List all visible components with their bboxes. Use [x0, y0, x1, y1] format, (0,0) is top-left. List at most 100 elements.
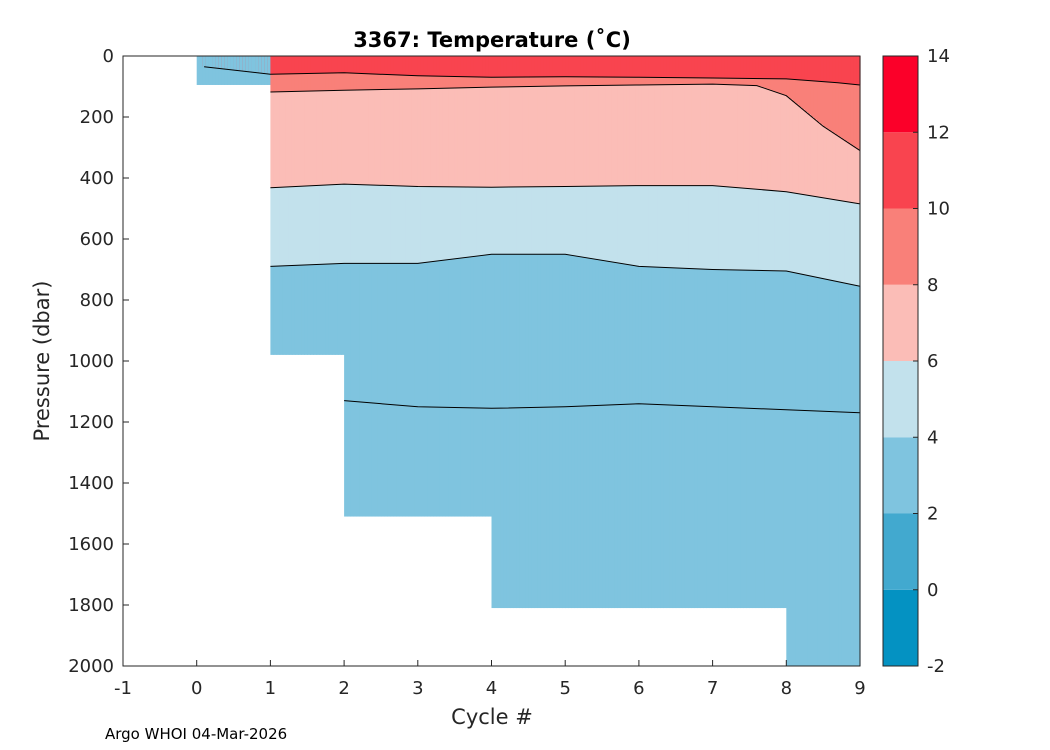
- temperature-cell: [559, 85, 563, 187]
- temperature-cell: [681, 268, 686, 609]
- temperature-cell: [473, 77, 477, 88]
- temperature-cell: [396, 74, 400, 90]
- temperature-cell: [853, 56, 858, 85]
- temperature-cell: [718, 186, 723, 270]
- temperature-cell: [476, 56, 480, 78]
- temperature-cell: [608, 77, 612, 86]
- temperature-cell: [531, 77, 536, 87]
- temperature-cell: [282, 265, 287, 355]
- temperature-cell: [847, 143, 852, 203]
- temperature-cell: [356, 73, 361, 90]
- temperature-cell: [540, 56, 545, 77]
- temperature-cell: [608, 56, 612, 78]
- temperature-cell: [417, 88, 422, 187]
- temperature-cell: [783, 56, 787, 79]
- temperature-cell: [555, 254, 560, 609]
- temperature-cell: [393, 89, 397, 186]
- temperature-cell: [727, 56, 732, 79]
- temperature-cell: [571, 76, 576, 86]
- temperature-cell: [574, 56, 579, 77]
- temperature-cell: [307, 56, 311, 74]
- temperature-cell: [645, 266, 649, 609]
- temperature-cell: [420, 75, 425, 89]
- temperature-cell: [602, 186, 606, 261]
- temperature-cell: [807, 56, 812, 81]
- temperature-cell: [820, 124, 824, 198]
- temperature-cell: [350, 263, 354, 517]
- temperature-cell: [436, 260, 440, 517]
- temperature-cell: [319, 185, 324, 265]
- temperature-cell: [380, 56, 385, 75]
- temperature-cell: [368, 73, 373, 90]
- temperature-cell: [847, 83, 852, 144]
- temperature-cell: [528, 77, 533, 87]
- temperature-cell: [430, 186, 434, 262]
- temperature-cell: [786, 78, 790, 97]
- temperature-cell: [328, 263, 333, 355]
- temperature-cell: [503, 187, 508, 255]
- temperature-cell: [798, 273, 803, 666]
- temperature-cell: [359, 73, 364, 90]
- temperature-cell: [374, 89, 379, 186]
- temperature-cell: [678, 185, 683, 269]
- temperature-cell: [479, 56, 483, 78]
- temperature-cell: [282, 74, 287, 92]
- temperature-cell: [337, 90, 342, 185]
- temperature-cell: [740, 270, 744, 609]
- temperature-cell: [801, 109, 806, 195]
- temperature-cell: [494, 254, 499, 609]
- temperature-cell: [684, 84, 689, 186]
- temperature-cell: [448, 88, 453, 187]
- temperature-cell: [672, 84, 677, 186]
- temperature-cell: [743, 78, 747, 86]
- temperature-cell: [549, 86, 554, 187]
- temperature-cell: [758, 270, 763, 609]
- temperature-cell: [427, 262, 431, 517]
- temperature-cell: [411, 56, 416, 76]
- temperature-cell: [531, 56, 536, 78]
- temperature-cell: [660, 84, 665, 186]
- temperature-cell: [466, 257, 471, 517]
- temperature-cell: [328, 90, 333, 185]
- temperature-cell: [577, 186, 582, 257]
- temperature-cell: [580, 257, 585, 609]
- temperature-cell: [626, 77, 631, 86]
- temperature-cell: [681, 56, 686, 78]
- y-tick-label: 0: [103, 46, 114, 67]
- temperature-cell: [337, 56, 342, 73]
- temperature-cell: [804, 80, 809, 113]
- temperature-cell: [522, 254, 526, 609]
- x-tick-label: 1: [265, 678, 276, 699]
- temperature-cell: [279, 91, 284, 188]
- temperature-cell: [798, 56, 803, 80]
- temperature-cell: [767, 190, 772, 271]
- temperature-cell: [534, 254, 539, 609]
- temperature-cell: [826, 129, 830, 199]
- temperature-cell: [734, 78, 738, 85]
- temperature-cell: [552, 186, 557, 255]
- temperature-cell: [522, 77, 526, 87]
- temperature-cell: [430, 76, 434, 89]
- temperature-cell: [463, 87, 468, 187]
- temperature-cell: [270, 266, 275, 355]
- temperature-cell: [497, 187, 502, 255]
- temperature-cell: [641, 185, 646, 267]
- temperature-cell: [764, 190, 769, 271]
- temperature-cell: [500, 56, 505, 78]
- temperature-cell: [362, 263, 367, 517]
- temperature-cell: [841, 139, 846, 202]
- temperature-cell: [384, 263, 388, 517]
- temperature-cell: [586, 186, 591, 259]
- temperature-cell: [534, 86, 539, 187]
- temperature-cell: [629, 85, 634, 186]
- temperature-cell: [436, 56, 440, 77]
- temperature-cell: [304, 73, 308, 92]
- colorbar-tick-label: 6: [927, 351, 938, 372]
- temperature-cell: [380, 185, 385, 264]
- colorbar-tick-label: 4: [927, 427, 938, 448]
- temperature-cell: [208, 56, 213, 85]
- temperature-cell: [580, 85, 585, 187]
- temperature-cell: [288, 265, 293, 355]
- temperature-cell: [387, 263, 391, 517]
- temperature-cell: [365, 263, 370, 517]
